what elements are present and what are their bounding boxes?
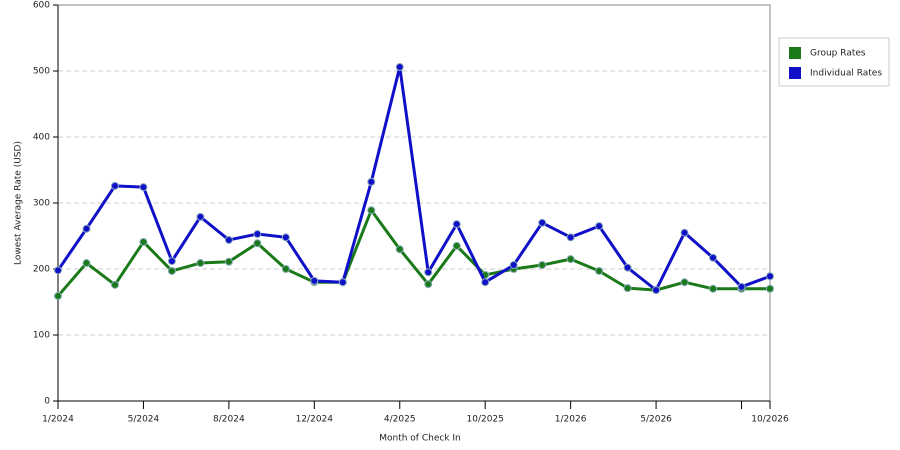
data-point: [680, 278, 689, 287]
data-point: [509, 261, 518, 270]
data-point: [224, 257, 233, 266]
data-point: [395, 245, 404, 254]
data-point: [82, 224, 91, 233]
data-point: [253, 230, 262, 239]
data-point: [54, 292, 62, 301]
data-point: [481, 278, 490, 287]
data-point: [395, 63, 404, 72]
data-point: [623, 284, 632, 293]
data-point: [652, 286, 661, 295]
data-point: [424, 268, 433, 277]
x-tick-label: 10/2026: [751, 415, 789, 425]
data-point: [452, 220, 461, 229]
legend-swatch: [789, 67, 801, 79]
x-tick-label: 5/2024: [128, 415, 160, 425]
data-point: [566, 233, 575, 242]
data-point: [367, 177, 376, 186]
data-point: [281, 233, 290, 242]
data-point: [110, 181, 119, 190]
data-point: [595, 266, 604, 275]
data-point: [680, 228, 689, 237]
data-point: [709, 284, 718, 293]
data-point: [196, 212, 205, 221]
data-point: [139, 183, 148, 192]
legend-label: Individual Rates: [810, 69, 882, 79]
data-point: [82, 259, 91, 268]
data-point: [338, 278, 347, 287]
data-point: [538, 261, 547, 270]
y-tick-label: 200: [33, 265, 50, 275]
x-tick-label: 4/2025: [384, 415, 416, 425]
data-point: [766, 284, 774, 293]
data-point: [224, 235, 233, 244]
data-point: [452, 241, 461, 250]
data-point: [310, 276, 319, 285]
y-tick-label: 500: [33, 67, 50, 77]
data-point: [424, 280, 433, 289]
data-point: [281, 265, 290, 273]
y-tick-label: 400: [33, 133, 50, 143]
data-point: [54, 266, 62, 275]
data-point: [623, 263, 632, 272]
data-point: [566, 255, 575, 264]
x-axis-label: Month of Check In: [379, 434, 461, 444]
y-tick-label: 100: [33, 331, 50, 341]
data-point: [538, 218, 547, 227]
data-point: [167, 257, 176, 266]
data-point: [737, 282, 746, 291]
y-tick-label: 600: [33, 1, 50, 11]
data-point: [139, 237, 148, 246]
x-tick-label: 8/2024: [213, 415, 245, 425]
data-point: [167, 266, 176, 275]
data-point: [595, 222, 604, 231]
series-line: [56, 65, 771, 292]
data-point: [709, 253, 718, 262]
data-point: [766, 272, 774, 281]
x-tick-label: 1/2026: [555, 415, 587, 425]
data-point: [367, 206, 376, 215]
legend-swatch: [789, 47, 801, 59]
legend-label: Group Rates: [810, 49, 866, 59]
data-point: [253, 239, 262, 248]
y-axis-label: Lowest Average Rate (USD): [14, 141, 24, 265]
series-line: [56, 208, 770, 298]
x-tick-label: 5/2026: [640, 415, 672, 425]
data-point: [110, 280, 119, 289]
data-point: [196, 259, 205, 268]
x-tick-label: 10/2025: [467, 415, 504, 425]
x-tick-label: 12/2024: [296, 415, 334, 425]
y-tick-label: 300: [33, 199, 50, 209]
x-tick-label: 1/2024: [42, 415, 74, 425]
y-tick-label: 0: [44, 397, 50, 407]
